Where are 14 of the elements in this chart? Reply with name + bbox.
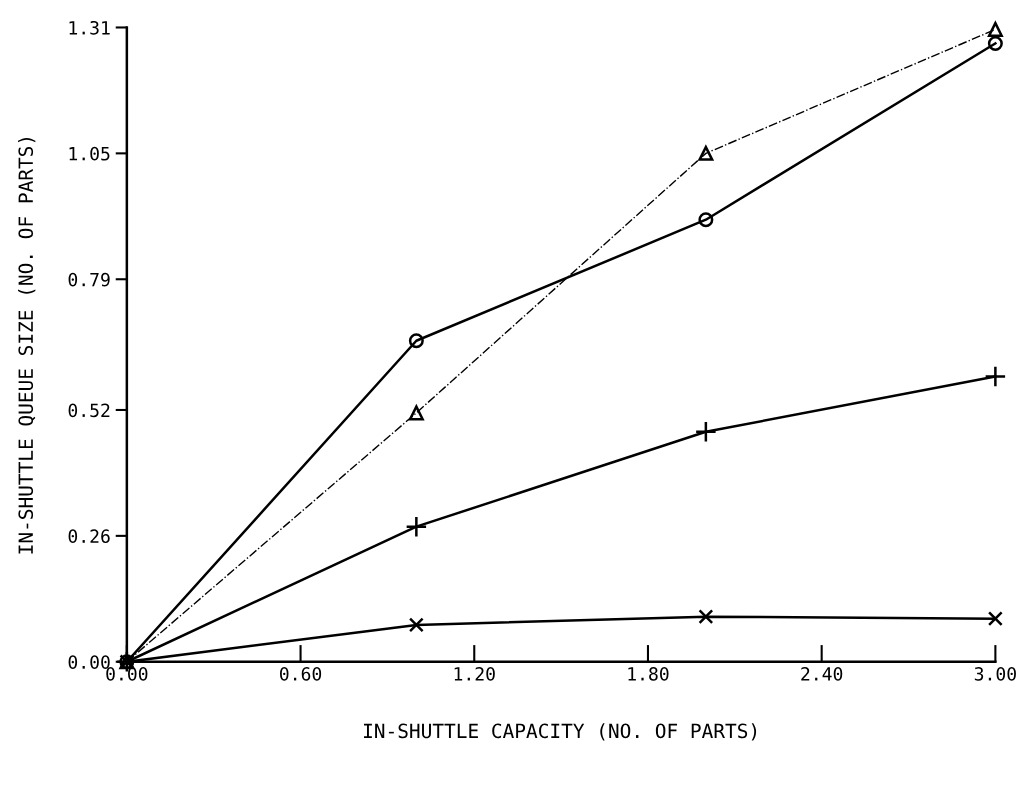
y-tick-label: 0.00: [68, 655, 110, 669]
y-axis-title: IN-SHUTTLE QUEUE SIZE (NO. OF PARTS): [18, 137, 36, 554]
x-axis-title: IN-SHUTTLE CAPACITY (NO. OF PARTS): [364, 723, 757, 741]
x-tick-label: 0.00: [106, 667, 148, 681]
x-tick-label: 0.60: [279, 667, 322, 681]
y-tick-label: 0.52: [68, 403, 110, 418]
y-tick-label: 1.05: [69, 146, 110, 161]
y-tick-label: 0.26: [68, 529, 110, 544]
x-tick-label: 2.40: [801, 667, 843, 681]
y-tick-label: 0.79: [68, 272, 110, 287]
x-tick-label: 1.20: [454, 667, 495, 681]
y-tick-label: 1.31: [69, 20, 110, 35]
x-tick-label: 1.80: [628, 667, 669, 681]
x-tick-label: 3.00: [974, 667, 1016, 681]
